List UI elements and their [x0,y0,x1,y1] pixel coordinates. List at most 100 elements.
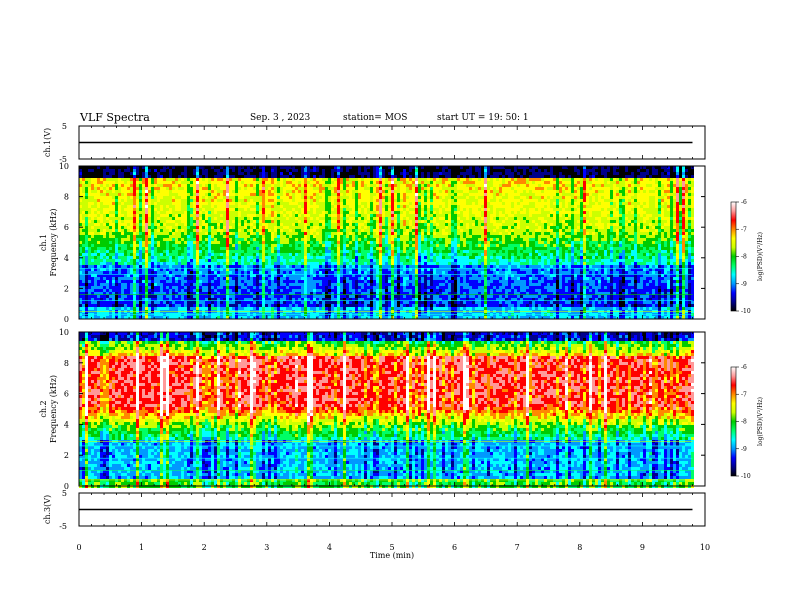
spectrogram-cell [388,187,391,190]
spectrogram-cell [544,235,547,238]
spectrogram-cell [139,307,142,310]
spectrogram-cell [394,247,397,250]
spectrogram-cell [142,184,145,187]
spectrogram-cell [193,169,196,175]
spectrogram-cell [316,235,319,241]
spectrogram-cell [154,205,157,208]
spectrogram-cell [265,307,268,313]
spectrogram-cell [208,274,211,283]
spectrogram-cell [517,211,520,220]
spectrogram-cell [262,232,265,235]
spectrogram-cell [490,265,493,268]
spectrogram-cell [493,220,496,226]
spectrogram-cell [325,265,328,271]
spectrogram-cell [274,268,277,271]
spectrogram-cell [403,178,406,184]
spectrogram-cell [178,238,181,241]
spectrogram-cell [433,244,436,247]
spectrogram-cell [193,214,196,220]
spectrogram-cell [508,187,511,217]
spectrogram-cell [112,187,115,193]
spectrogram-cell [97,277,100,280]
spectrogram-cell [106,316,109,319]
spectrogram-cell [412,298,415,301]
spectrogram-cell [559,202,562,208]
spectrogram-cell [160,283,163,301]
spectrogram-cell [304,199,307,202]
spectrogram-cell [385,193,388,196]
spectrogram-cell [133,235,136,241]
spectrogram-cell [295,214,298,217]
spectrogram-cell [148,244,151,253]
spectrogram-cell [388,286,391,292]
spectrogram-cell [103,280,106,283]
spectrogram-cell [184,184,187,199]
spectrogram-cell [376,235,379,238]
spectrogram-cell [541,190,544,193]
spectrogram-cell [331,205,334,208]
spectrogram-cell [160,235,163,253]
spectrogram-cell [142,265,145,268]
spectrogram-cell [535,223,538,226]
spectrogram-cell [139,316,142,319]
spectrogram-cell [538,253,541,256]
spectrogram-cell [202,286,205,292]
spectrogram-cell [442,286,445,292]
spectrogram-cell [520,244,523,247]
spectrogram-cell [532,286,535,295]
spectrogram-cell [211,280,214,283]
spectrogram-cell [409,190,412,193]
spectrogram-cell [271,202,274,205]
spectrogram-cell [229,235,232,238]
spectrogram-cell [271,295,274,304]
spectrogram-cell [556,193,559,196]
spectrogram-cell [127,256,130,262]
spectrogram-cell [139,295,142,301]
spectrogram-cell [280,175,283,178]
spectrogram-cell [127,187,130,190]
spectrogram-cell [544,166,547,169]
spectrogram-cell [322,169,325,178]
spectrogram-cell [457,238,460,244]
spectrogram-cell [448,247,451,250]
spectrogram-cell [496,313,499,319]
spectrogram-cell [199,283,202,286]
spectrogram-cell [508,292,511,301]
spectrogram-cell [367,289,370,298]
spectrogram-cell [229,316,232,319]
spectrogram-cell [430,256,433,259]
spectrogram-cell [85,286,88,289]
spectrogram-cell [541,274,544,277]
spectrogram-cell [544,181,547,184]
spectrogram-cell [565,217,568,220]
spectrogram-cell [391,193,394,211]
spectrogram-cell [268,298,271,301]
spectrogram-cell [478,274,481,277]
spectrogram-cell [358,295,361,298]
spectrogram-cell [238,202,241,208]
spectrogram-cell [496,271,499,274]
spectrogram-cell [493,238,496,241]
spectrogram-cell [352,250,355,259]
spectrogram-cell [529,295,532,298]
spectrogram-cell [556,295,559,301]
spectrogram-cell [346,166,349,172]
spectrogram-cell [481,253,484,256]
spectrogram-cell [217,226,220,229]
spectrogram-cell [559,196,562,202]
spectrogram-cell [304,193,307,196]
spectrogram-cell [307,274,310,277]
spectrogram-cell [511,298,514,301]
spectrogram-cell [157,172,160,178]
spectrogram-cell [172,265,175,277]
spectrogram-cell [364,295,367,301]
spectrogram-cell [265,268,268,271]
spectrogram-cell [349,304,352,307]
spectrogram-cell [517,262,520,268]
spectrogram-cell [460,301,463,307]
spectrogram-cell [352,226,355,229]
spectrogram-cell [406,277,409,280]
spectrogram-cell [556,262,559,265]
spectrogram-cell [400,214,403,220]
spectrogram-cell [397,181,400,193]
